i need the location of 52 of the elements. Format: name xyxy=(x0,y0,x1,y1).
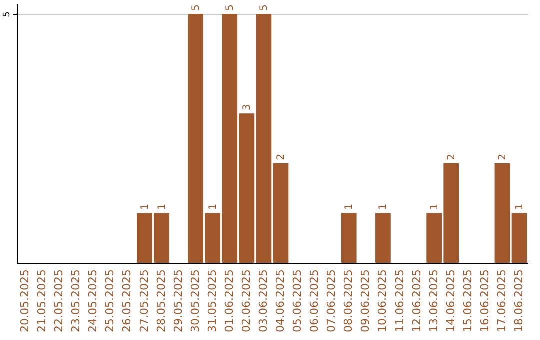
x-tick-label: 05.06.2025 xyxy=(291,270,304,332)
bar xyxy=(376,213,391,263)
data-label: 1 xyxy=(429,204,440,210)
data-label: 2 xyxy=(446,154,458,160)
x-tick-label: 14.06.2025 xyxy=(444,270,458,332)
data-label: 1 xyxy=(208,204,219,210)
x-tick-label: 30.05.2025 xyxy=(188,270,202,332)
data-label: 5 xyxy=(190,4,202,11)
bar xyxy=(512,213,528,263)
data-label: 1 xyxy=(378,204,390,210)
x-tick-label: 01.06.2025 xyxy=(222,270,236,332)
x-tick-label: 10.06.2025 xyxy=(376,270,390,332)
x-tick-label: 25.05.2025 xyxy=(104,270,117,332)
x-tick-label: 17.06.2025 xyxy=(495,270,508,332)
x-tick-label: 24.05.2025 xyxy=(86,270,100,332)
x-tick-label: 08.06.2025 xyxy=(342,270,356,332)
x-tick-label: 09.06.2025 xyxy=(359,270,372,332)
x-tick-label: 06.06.2025 xyxy=(308,270,322,332)
data-label: 1 xyxy=(514,204,526,210)
x-tick-label: 27.05.2025 xyxy=(138,270,151,332)
x-tick-label: 04.06.2025 xyxy=(274,270,288,332)
data-label: 3 xyxy=(242,104,253,111)
bar xyxy=(222,14,238,263)
data-label: 5 xyxy=(258,4,270,11)
x-tick-label: 29.05.2025 xyxy=(172,270,185,332)
x-tick-label: 28.05.2025 xyxy=(154,270,168,332)
data-label: 5 xyxy=(224,4,236,11)
x-tick-label: 26.05.2025 xyxy=(120,270,134,332)
x-tick-label: 18.06.2025 xyxy=(512,270,526,332)
data-label: 2 xyxy=(497,154,508,160)
bar xyxy=(239,114,255,263)
bar xyxy=(256,14,272,263)
x-tick-label: 15.06.2025 xyxy=(461,270,474,332)
x-tick-label: 31.05.2025 xyxy=(206,270,219,332)
data-label: 1 xyxy=(156,204,168,210)
x-tick-label: 02.06.2025 xyxy=(240,270,253,332)
x-tick-label: 13.06.2025 xyxy=(427,270,440,332)
x-tick-label: 21.05.2025 xyxy=(36,270,49,332)
x-tick-label: 12.06.2025 xyxy=(410,270,424,332)
x-tick-label: 20.05.2025 xyxy=(18,270,32,332)
bar xyxy=(341,213,357,263)
x-tick-label: 03.06.2025 xyxy=(256,270,270,332)
bar xyxy=(273,163,289,263)
bar xyxy=(494,163,510,263)
data-label: 1 xyxy=(140,204,151,210)
x-tick-label: 16.06.2025 xyxy=(478,270,492,332)
x-tick-label: 11.06.2025 xyxy=(393,270,406,332)
data-label: 2 xyxy=(276,154,288,160)
x-tick-label: 22.05.2025 xyxy=(52,270,66,332)
x-tick-label: 23.05.2025 xyxy=(70,270,83,332)
x-tick-label: 07.06.2025 xyxy=(325,270,338,332)
data-label: 1 xyxy=(344,204,356,210)
